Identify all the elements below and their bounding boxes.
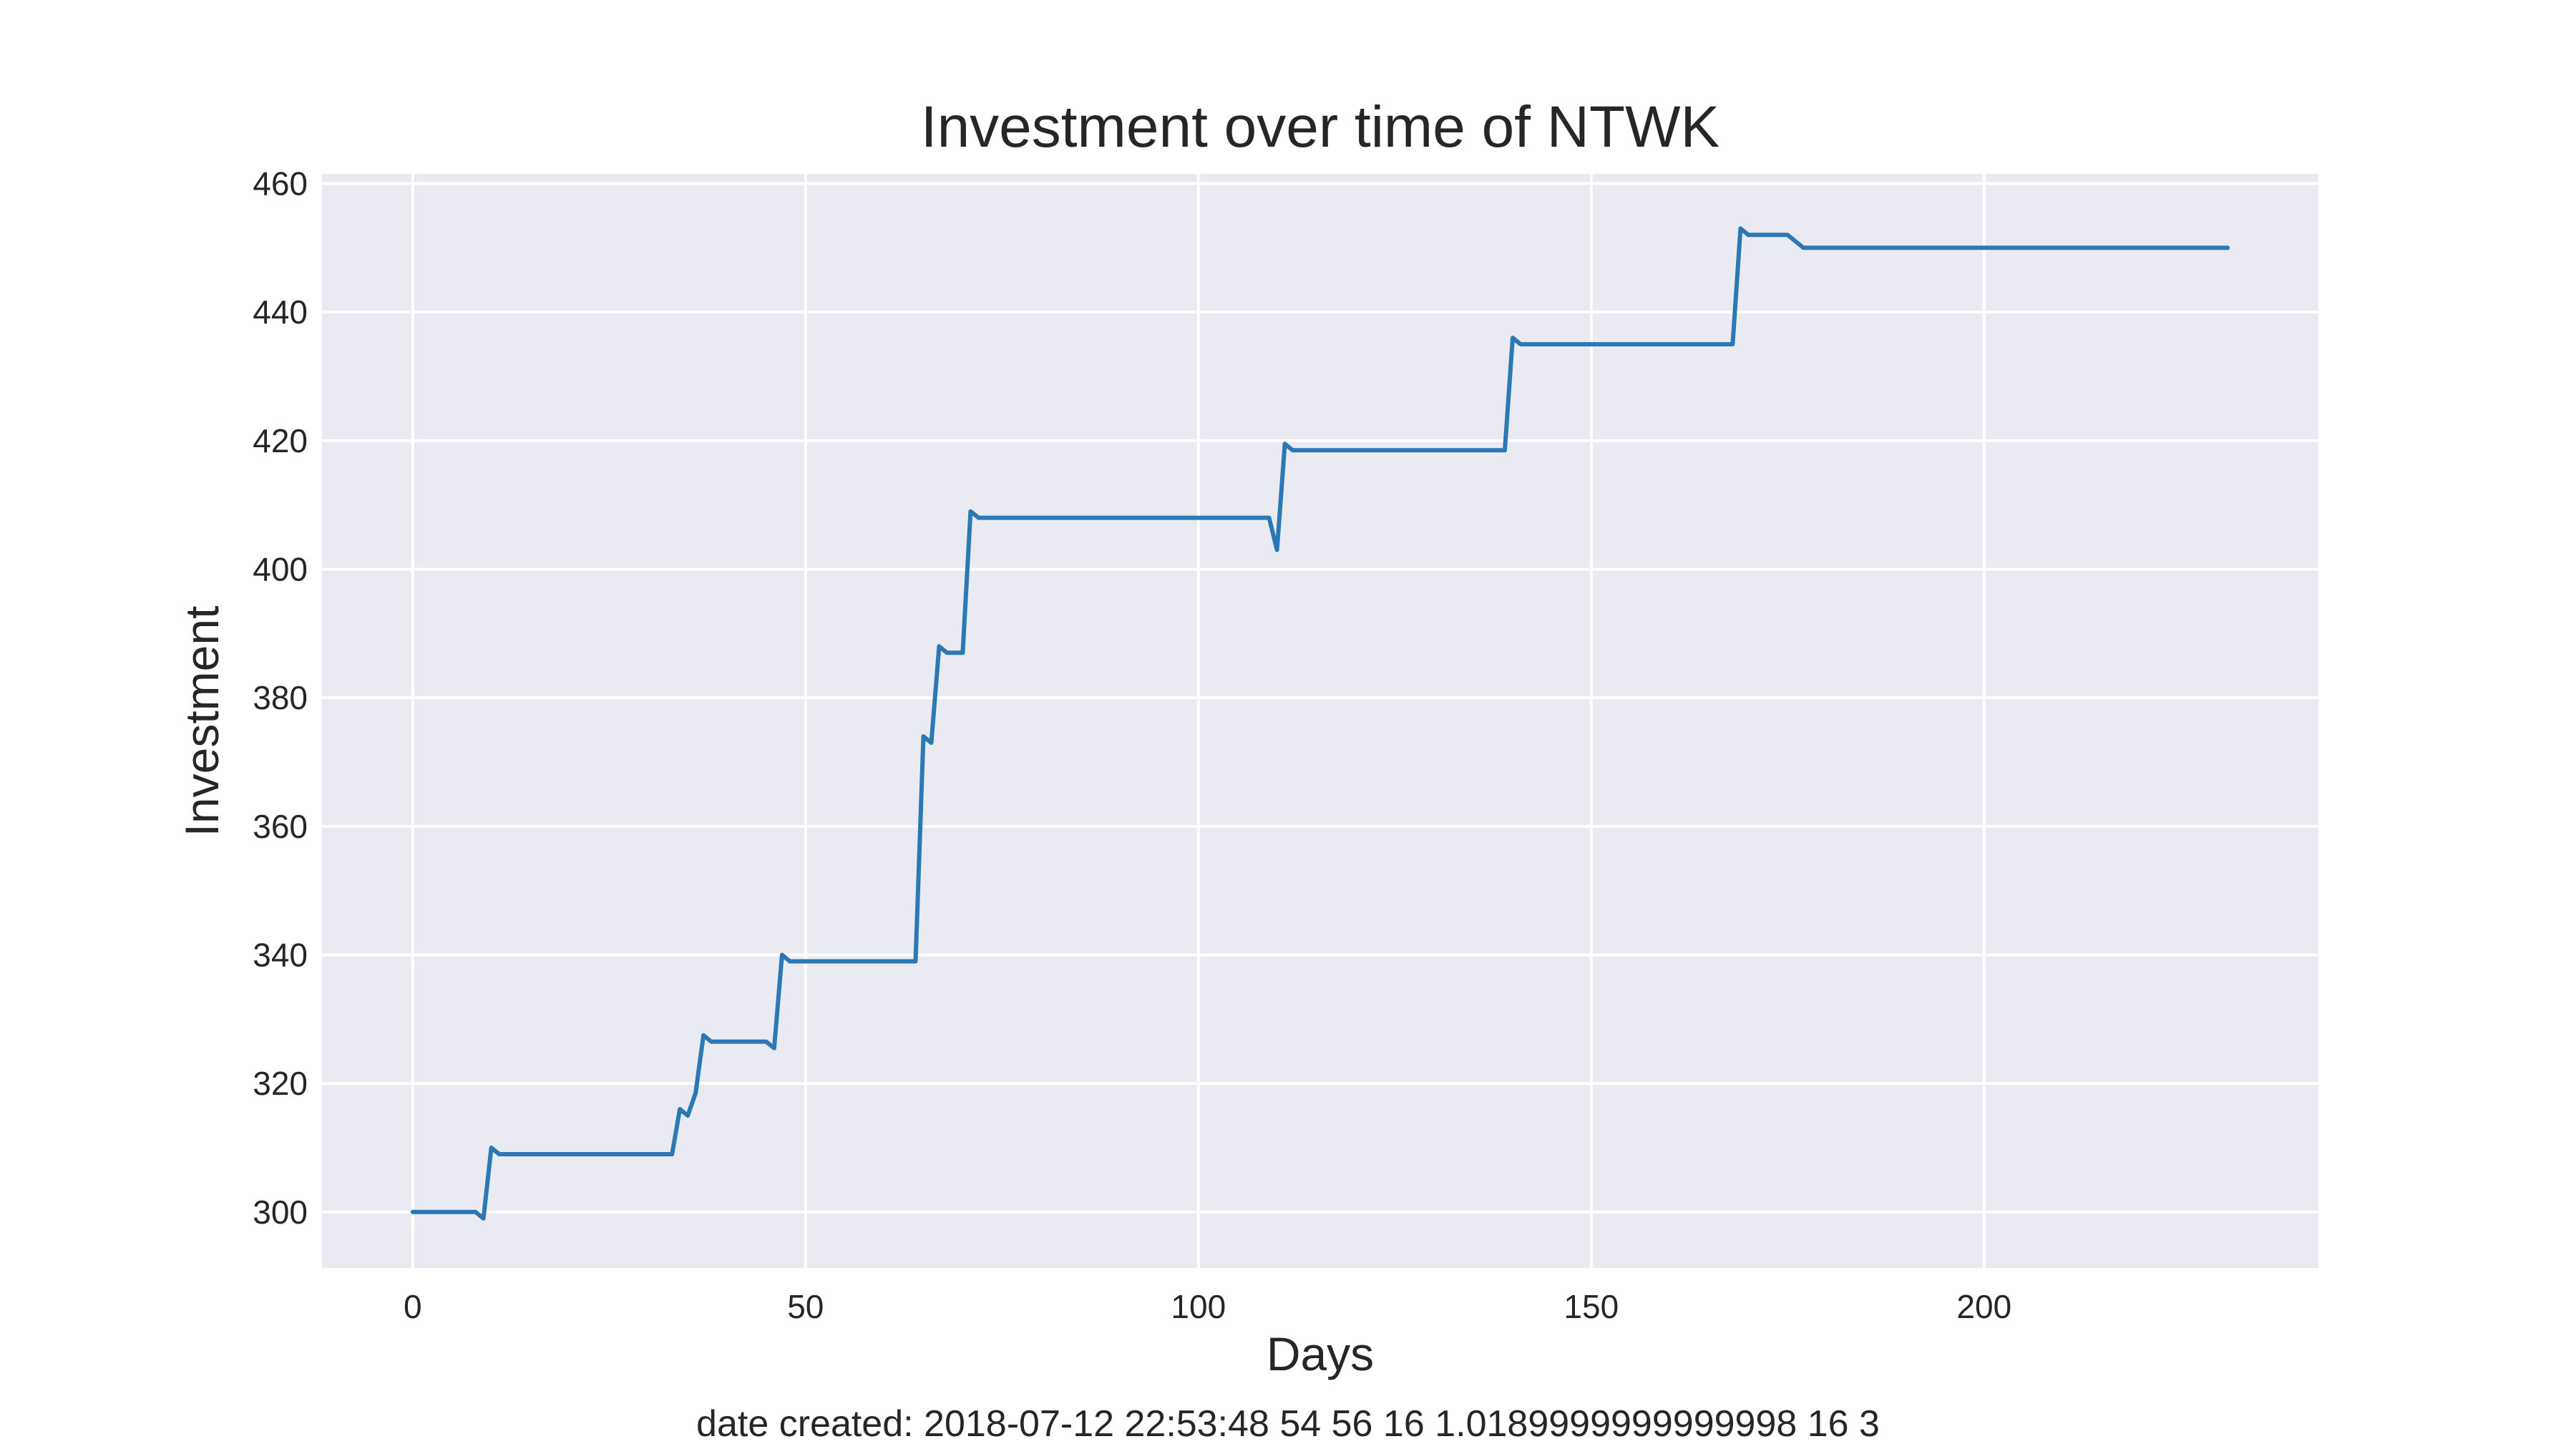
series-line [410, 226, 2230, 1221]
x-tick-label: 150 [1563, 1288, 1619, 1325]
plot-background [322, 174, 2318, 1268]
x-tick-label: 50 [787, 1288, 824, 1325]
y-tick-label: 440 [253, 293, 308, 331]
y-tick-label: 320 [253, 1065, 308, 1102]
y-tick-label: 420 [253, 422, 308, 459]
y-tick-label: 300 [253, 1194, 308, 1231]
x-tick-labels: 0 50 100 150 200 [404, 1288, 2011, 1325]
y-tick-labels: 300 320 340 360 380 400 420 440 460 [253, 165, 308, 1230]
y-tick-label: 340 [253, 937, 308, 974]
grid-lines [322, 174, 2318, 1268]
y-tick-label: 360 [253, 808, 308, 845]
date-created-footer: date created: 2018-07-12 22:53:48 54 56 … [696, 1403, 1880, 1445]
x-axis-label: Days [1267, 1327, 1374, 1380]
x-tick-label: 200 [1956, 1288, 2011, 1325]
y-tick-label: 400 [253, 550, 308, 587]
y-axis-label: Investment [175, 606, 228, 837]
chart-title: Investment over time of NTWK [921, 94, 1719, 160]
x-tick-label: 0 [404, 1288, 422, 1325]
series-layer [410, 226, 2230, 1221]
x-tick-label: 100 [1171, 1288, 1226, 1325]
y-tick-label: 380 [253, 679, 308, 716]
y-tick-label: 460 [253, 165, 308, 202]
